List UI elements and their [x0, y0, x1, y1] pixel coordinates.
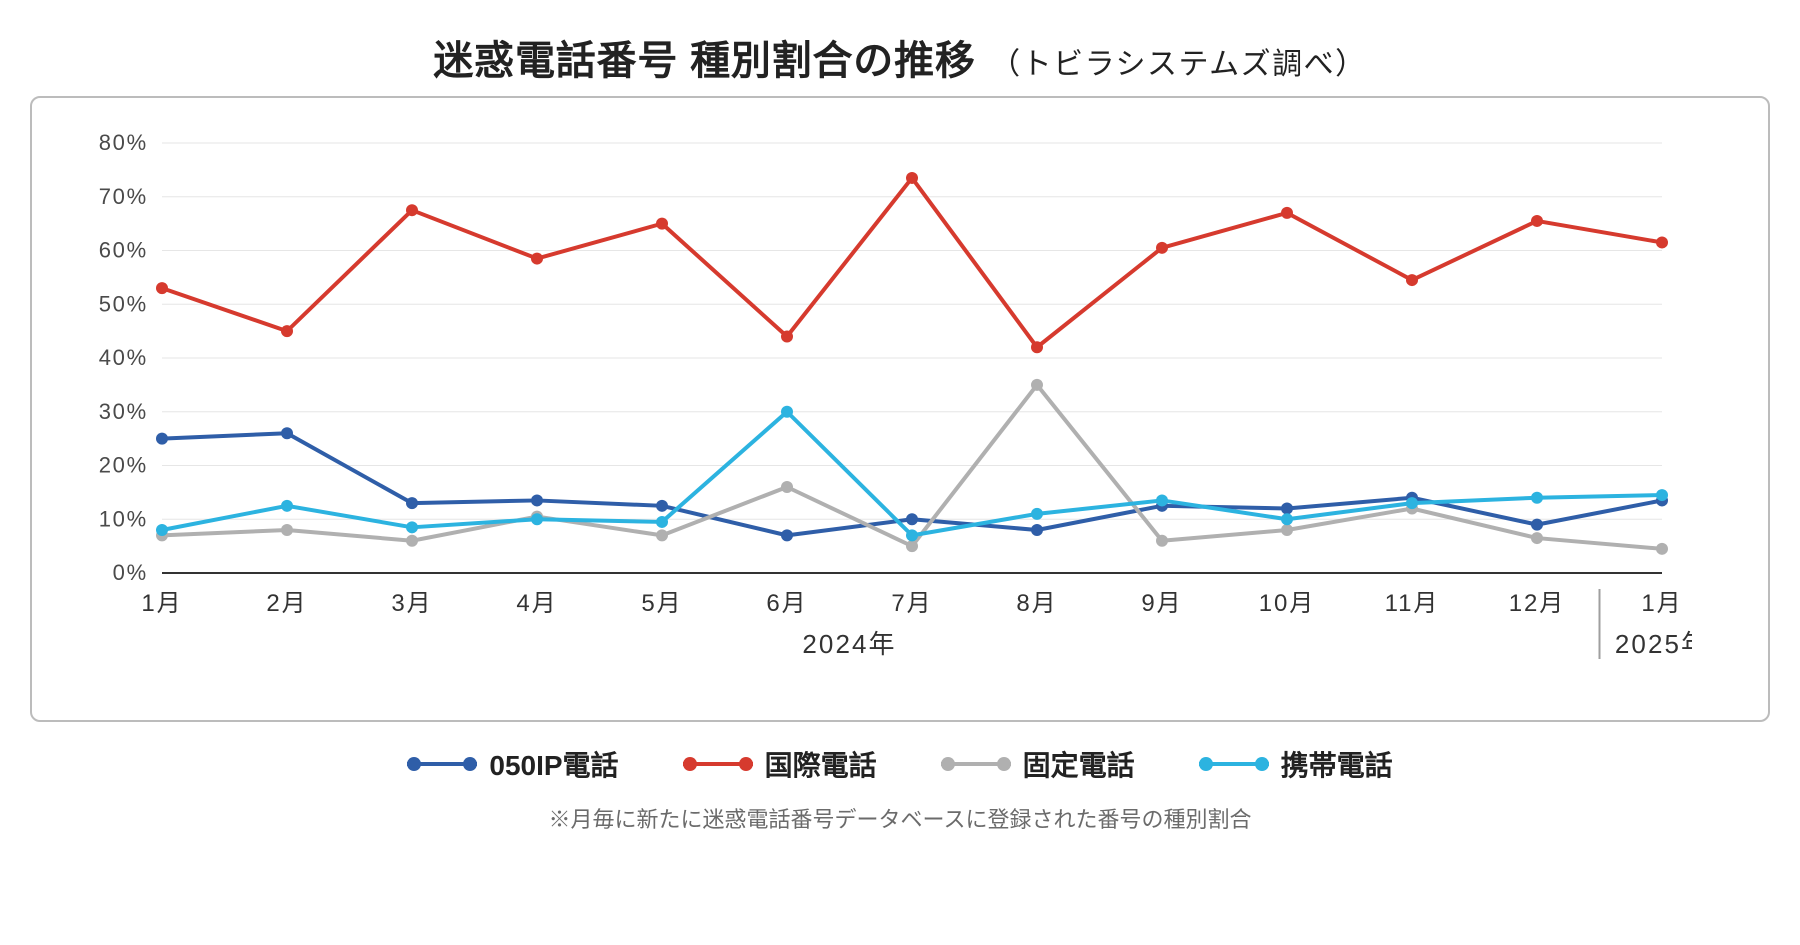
x-tick-label: 8月 — [1016, 590, 1057, 617]
legend-swatch — [941, 755, 1011, 773]
series-marker-mobile — [1406, 497, 1418, 509]
legend-label: 国際電話 — [765, 744, 877, 784]
series-marker-ip050 — [906, 513, 918, 525]
series-marker-international — [1656, 236, 1668, 248]
series-marker-international — [656, 218, 668, 230]
y-tick-label: 50% — [99, 291, 148, 316]
series-marker-ip050 — [1531, 519, 1543, 531]
y-tick-label: 40% — [99, 345, 148, 370]
x-tick-label: 5月 — [641, 590, 682, 617]
series-marker-international — [156, 282, 168, 294]
series-marker-international — [1406, 274, 1418, 286]
series-marker-ip050 — [1031, 524, 1043, 536]
line-chart: 0% 10% 20% 30% 40% 50% 60% 70% 80% 1月 2月 3月 4月 5月 6月 7月… — [72, 123, 1692, 703]
chart-title: 迷惑電話番号 種別割合の推移 （トビラシステムズ調べ） — [0, 0, 1800, 96]
legend-item-international: 国際電話 — [683, 744, 877, 784]
series-marker-mobile — [656, 516, 668, 528]
year-label: 2024年 — [802, 629, 896, 659]
series-marker-mobile — [1281, 513, 1293, 525]
series-marker-international — [1156, 242, 1168, 254]
legend-item-landline: 固定電話 — [941, 744, 1135, 784]
y-tick-label: 60% — [99, 238, 148, 263]
legend-label: 固定電話 — [1023, 744, 1135, 784]
series-marker-international — [531, 253, 543, 265]
x-tick-label: 4月 — [516, 590, 557, 617]
series-marker-landline — [1281, 524, 1293, 536]
series-marker-landline — [1156, 535, 1168, 547]
series-marker-landline — [656, 529, 668, 541]
series-line-international — [162, 178, 1662, 347]
series-marker-mobile — [781, 406, 793, 418]
series-marker-mobile — [1531, 492, 1543, 504]
y-tick-label: 0% — [113, 560, 148, 585]
x-tick-label: 11月 — [1385, 590, 1440, 617]
y-tick-label: 70% — [99, 184, 148, 209]
series-marker-landline — [1656, 543, 1668, 555]
x-tick-label: 9月 — [1141, 590, 1182, 617]
y-tick-label: 20% — [99, 453, 148, 478]
title-main: 迷惑電話番号 種別割合の推移 — [433, 39, 975, 83]
series-marker-mobile — [1156, 494, 1168, 506]
x-tick-label: 3月 — [391, 590, 432, 617]
legend: 050IP電話 国際電話 固定電話 携帯電話 — [0, 722, 1800, 784]
series-marker-landline — [1031, 379, 1043, 391]
series-marker-ip050 — [781, 529, 793, 541]
legend-label: 050IP電話 — [489, 744, 618, 784]
legend-swatch — [683, 755, 753, 773]
series-marker-landline — [781, 481, 793, 493]
series-marker-landline — [406, 535, 418, 547]
series-marker-international — [781, 331, 793, 343]
y-tick-label: 80% — [99, 130, 148, 155]
series-marker-ip050 — [281, 427, 293, 439]
series-marker-mobile — [156, 524, 168, 536]
x-tick-label: 10月 — [1259, 590, 1315, 617]
series-marker-ip050 — [531, 494, 543, 506]
series-marker-mobile — [1656, 489, 1668, 501]
series-marker-ip050 — [1281, 503, 1293, 515]
series-marker-international — [281, 325, 293, 337]
chart-frame: 0% 10% 20% 30% 40% 50% 60% 70% 80% 1月 2月 3月 4月 5月 6月 7月… — [30, 96, 1770, 722]
series-marker-landline — [906, 540, 918, 552]
title-sub: （トビラシステムズ調べ） — [990, 48, 1367, 81]
legend-label: 携帯電話 — [1281, 744, 1393, 784]
series-marker-international — [1281, 207, 1293, 219]
series-marker-international — [406, 204, 418, 216]
series-marker-mobile — [906, 529, 918, 541]
x-tick-label: 7月 — [891, 590, 932, 617]
footnote: ※月毎に新たに迷惑電話番号データベースに登録された番号の種別割合 — [0, 784, 1800, 834]
y-tick-label: 10% — [99, 506, 148, 531]
series-marker-mobile — [281, 500, 293, 512]
series-marker-ip050 — [156, 433, 168, 445]
series-marker-landline — [1531, 532, 1543, 544]
x-tick-label: 1月 — [1641, 590, 1682, 617]
series-marker-mobile — [531, 513, 543, 525]
legend-swatch — [1199, 755, 1269, 773]
series-marker-ip050 — [406, 497, 418, 509]
y-tick-label: 30% — [99, 399, 148, 424]
series-marker-mobile — [406, 521, 418, 533]
legend-item-ip050: 050IP電話 — [407, 744, 618, 784]
legend-swatch — [407, 755, 477, 773]
x-tick-label: 12月 — [1509, 590, 1565, 617]
series-marker-international — [1031, 341, 1043, 353]
series-marker-landline — [281, 524, 293, 536]
series-marker-mobile — [1031, 508, 1043, 520]
series-marker-international — [1531, 215, 1543, 227]
x-tick-label: 1月 — [141, 590, 182, 617]
series-marker-international — [906, 172, 918, 184]
series-marker-ip050 — [656, 500, 668, 512]
x-tick-label: 6月 — [766, 590, 807, 617]
year-label: 2025年 — [1615, 629, 1692, 659]
x-tick-label: 2月 — [266, 590, 307, 617]
legend-item-mobile: 携帯電話 — [1199, 744, 1393, 784]
